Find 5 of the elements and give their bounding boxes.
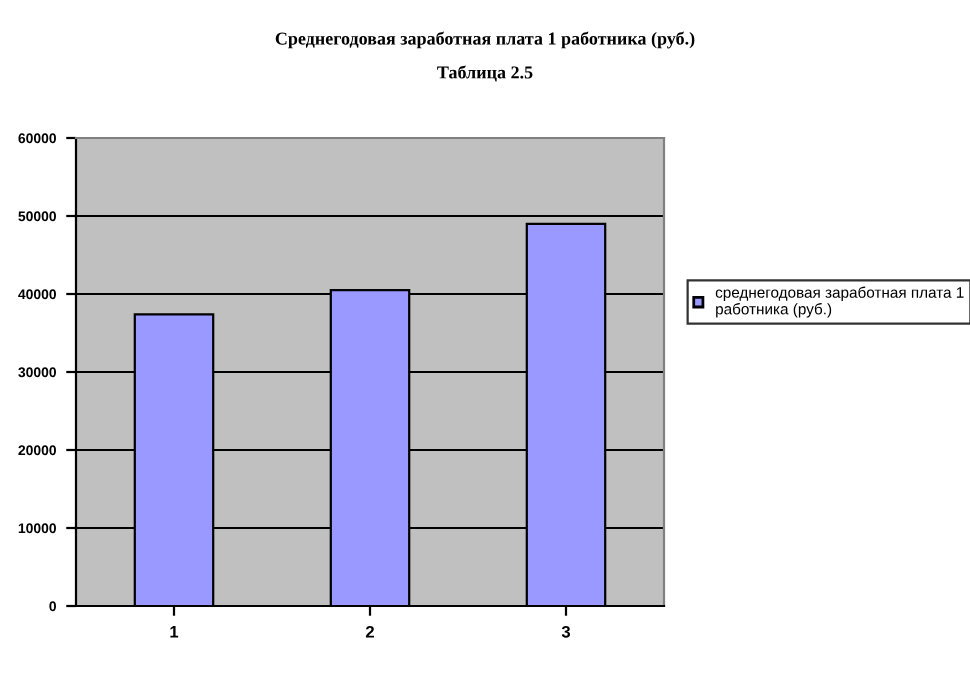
x-tick-label: 3 <box>561 625 571 638</box>
chart-title: Среднегодовая заработная плата 1 работника (руб.) <box>275 31 695 49</box>
chart-subtitle: Таблица 2.5 <box>437 65 533 82</box>
x-tick-label: 2 <box>365 625 374 638</box>
x-tick-label: 1 <box>170 626 179 638</box>
